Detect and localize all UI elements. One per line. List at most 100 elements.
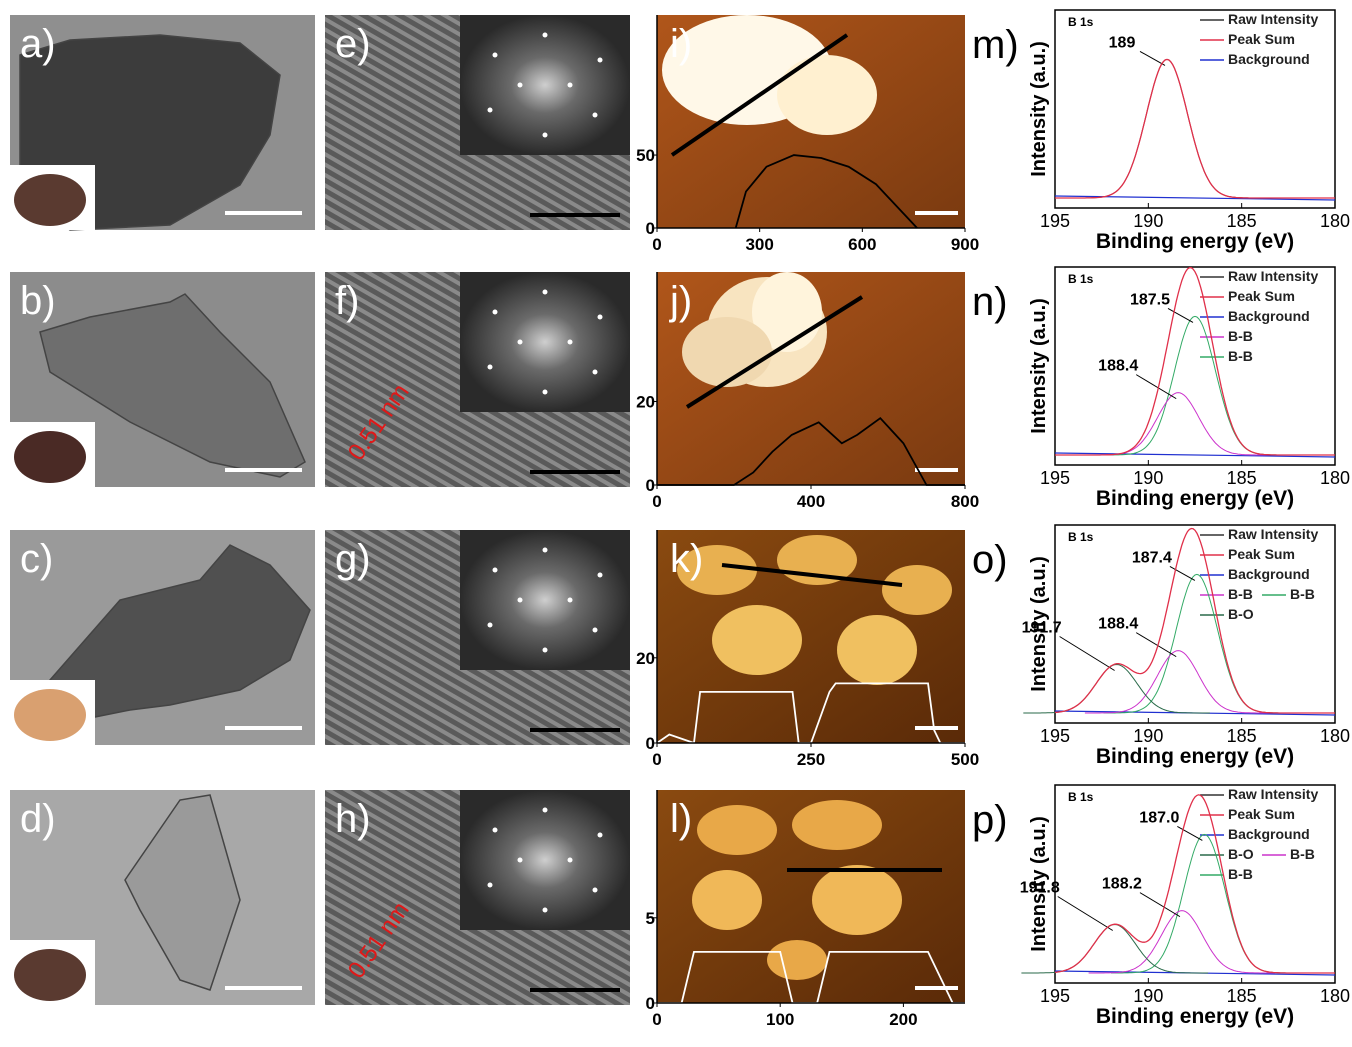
legend-label: B-O [1228,606,1254,622]
powder [14,689,86,741]
powder [14,949,86,1001]
panel-label: c) [20,537,53,581]
x-tick-label: 190 [1133,726,1163,746]
y-tick-label: 0 [646,219,655,238]
figure: a)e)i)0300600900050m)B 1sIntensity (a.u.… [0,0,1352,1047]
xps-title: B 1s [1068,272,1094,286]
x-tick-label: 100 [766,1010,794,1029]
x-tick-label: 195 [1040,726,1070,746]
x-tick-label: 180 [1320,986,1350,1006]
panel-label: m) [972,23,1019,67]
x-tick-label: 185 [1227,726,1257,746]
x-tick-label: 190 [1133,211,1163,231]
fft-spot [488,623,493,628]
legend-label: Background [1228,51,1310,67]
fft-spot [493,568,498,573]
x-tick-label: 195 [1040,468,1070,488]
x-tick-label: 600 [848,235,876,254]
afm-flake [812,865,902,935]
x-tick-label: 180 [1320,211,1350,231]
fft-spot [593,888,598,893]
afm-flake [697,805,777,855]
x-tick-label: 195 [1040,211,1070,231]
fft-spot [568,858,573,863]
panel-label: f) [335,279,359,323]
fft-spot [543,648,548,653]
fft-spot [593,113,598,118]
peak-label: 188.2 [1102,876,1142,893]
y-tick-label: 20 [636,649,655,668]
fft-spot [488,108,493,113]
legend-label: B-B [1290,586,1315,602]
fft-spot [593,628,598,633]
panel-label: g) [335,537,371,581]
fft-spot [543,548,548,553]
legend-label: B-B [1228,866,1253,882]
peak-label: 188.4 [1098,616,1138,633]
fft-spot [543,290,548,295]
x-axis-label: Binding energy (eV) [1096,745,1294,768]
legend-label: Raw Intensity [1228,526,1318,542]
peak-label: 187.4 [1132,549,1172,566]
powder [14,431,86,483]
x-tick-label: 185 [1227,211,1257,231]
legend-label: Raw Intensity [1228,786,1318,802]
legend-label: B-B [1228,586,1253,602]
y-axis-label: Intensity (a.u.) [1028,298,1050,434]
xps-title: B 1s [1068,15,1094,29]
fft-spot [488,883,493,888]
xps-title: B 1s [1068,530,1094,544]
fft-spot [568,598,573,603]
legend-label: Raw Intensity [1228,11,1318,27]
x-tick-label: 500 [951,750,979,769]
afm-flake [682,317,772,387]
y-tick-label: 20 [636,392,655,411]
fft-spot [493,53,498,58]
panel-label: o) [972,538,1008,582]
x-tick-label: 800 [951,492,979,511]
peak-label: 191.7 [1022,619,1062,636]
legend-label: B-O [1228,846,1254,862]
x-tick-label: 195 [1040,986,1070,1006]
y-axis-label: Intensity (a.u.) [1028,41,1050,177]
peak-label: 187.5 [1130,291,1170,308]
panel-label: d) [20,797,56,841]
x-tick-label: 300 [745,235,773,254]
fft-spot [598,573,603,578]
y-tick-label: 0 [646,734,655,753]
legend-label: Background [1228,308,1310,324]
fft-spot [543,33,548,38]
afm-flake [767,940,827,980]
fft-spot [518,858,523,863]
legend-label: B-B [1290,846,1315,862]
legend-label: Peak Sum [1228,546,1295,562]
afm-flake [777,55,877,135]
fft-spot [543,908,548,913]
x-tick-label: 400 [797,492,825,511]
peak-label: 191.8 [1020,879,1060,896]
panel-label: l) [670,797,692,841]
peak-label: 188.4 [1098,358,1138,375]
x-tick-label: 185 [1227,986,1257,1006]
fft-spot [518,340,523,345]
panel-label: p) [972,798,1008,842]
fft-spot [598,58,603,63]
x-tick-label: 190 [1133,986,1163,1006]
afm-flake [882,565,952,615]
fft-spot [593,370,598,375]
legend-label: Background [1228,566,1310,582]
y-tick-label: 0 [646,476,655,495]
afm-flake [837,615,917,685]
x-tick-label: 190 [1133,468,1163,488]
fft-spot [493,828,498,833]
legend-label: Peak Sum [1228,806,1295,822]
panel-label: b) [20,279,56,323]
fft-spot [518,83,523,88]
panel-label: i) [670,22,692,66]
x-axis-label: Binding energy (eV) [1096,487,1294,510]
panel-label: k) [670,537,703,581]
x-tick-label: 200 [889,1010,917,1029]
legend-label: Raw Intensity [1228,268,1318,284]
x-axis-label: Binding energy (eV) [1096,230,1294,253]
xps-title: B 1s [1068,790,1094,804]
